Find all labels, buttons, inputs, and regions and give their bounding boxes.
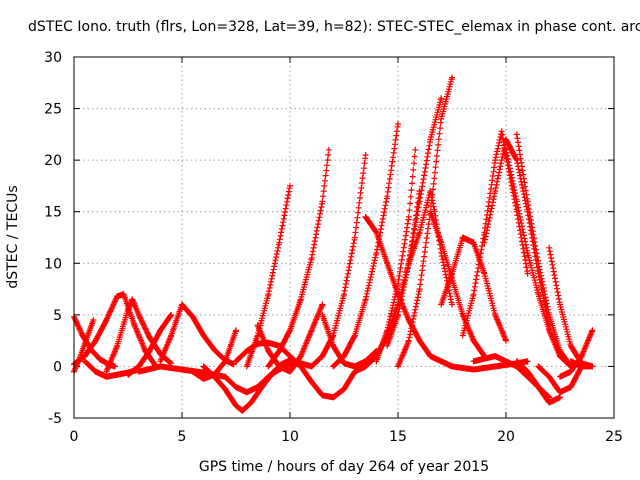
- data-point-markers: [481, 136, 553, 329]
- data-series: [265, 146, 332, 370]
- data-series: [438, 234, 509, 344]
- data-point-markers: [254, 301, 326, 375]
- data-series: [481, 136, 553, 329]
- data-point-markers: [243, 182, 293, 370]
- y-tick-label: 25: [44, 102, 62, 118]
- y-tick-label: 0: [53, 359, 62, 375]
- data-series: [513, 358, 563, 406]
- data-point-markers: [535, 363, 585, 396]
- x-tick-label: 10: [281, 429, 299, 445]
- x-tick-label: 0: [70, 429, 79, 445]
- data-series: [362, 213, 434, 360]
- y-tick-label: 15: [44, 205, 62, 221]
- data-series: [567, 358, 596, 370]
- data-series: [103, 296, 175, 375]
- x-tick-label: 20: [497, 429, 515, 445]
- data-point-markers: [265, 146, 332, 370]
- plot-frame: [73, 56, 615, 419]
- data-series: [330, 121, 401, 370]
- plot-area: [71, 74, 596, 414]
- data-series: [297, 363, 358, 401]
- data-series: [243, 182, 293, 370]
- y-tick-label: 30: [44, 50, 62, 66]
- data-series: [427, 208, 488, 360]
- data-point-markers: [438, 234, 509, 344]
- tick-labels: 0 5 10 15 20 25 -5 0 5 10 15 20 25 30: [44, 50, 623, 445]
- chart-title: dSTEC Iono. truth (flrs, Lon=328, Lat=39…: [28, 19, 640, 35]
- data-point-markers: [513, 131, 574, 370]
- data-point-markers: [373, 146, 419, 365]
- x-tick-label: 25: [605, 429, 623, 445]
- x-tick-label: 5: [178, 429, 187, 445]
- data-point-markers: [297, 363, 358, 401]
- data-point-markers: [362, 213, 434, 360]
- data-point-markers: [330, 121, 401, 370]
- data-series: [308, 152, 369, 370]
- data-point-markers: [103, 296, 175, 375]
- data-series: [513, 131, 574, 370]
- y-tick-label: 5: [53, 308, 62, 324]
- data-point-markers: [125, 311, 175, 378]
- data-series: [373, 146, 419, 365]
- data-point-markers: [513, 358, 563, 406]
- x-axis-label: GPS time / hours of day 264 of year 2015: [199, 459, 489, 475]
- y-tick-label: 10: [44, 256, 62, 272]
- y-tick-label: -5: [48, 411, 62, 427]
- data-series: [125, 311, 175, 378]
- data-series: [254, 301, 326, 375]
- data-series: [535, 363, 585, 396]
- x-tick-label: 15: [389, 429, 407, 445]
- data-series: [395, 74, 455, 370]
- data-point-markers: [308, 152, 369, 370]
- data-point-markers: [427, 208, 488, 360]
- y-tick-label: 20: [44, 153, 62, 169]
- data-point-markers: [567, 358, 596, 370]
- y-axis-label: dSTEC / TECUs: [5, 185, 21, 288]
- data-point-markers: [395, 74, 455, 370]
